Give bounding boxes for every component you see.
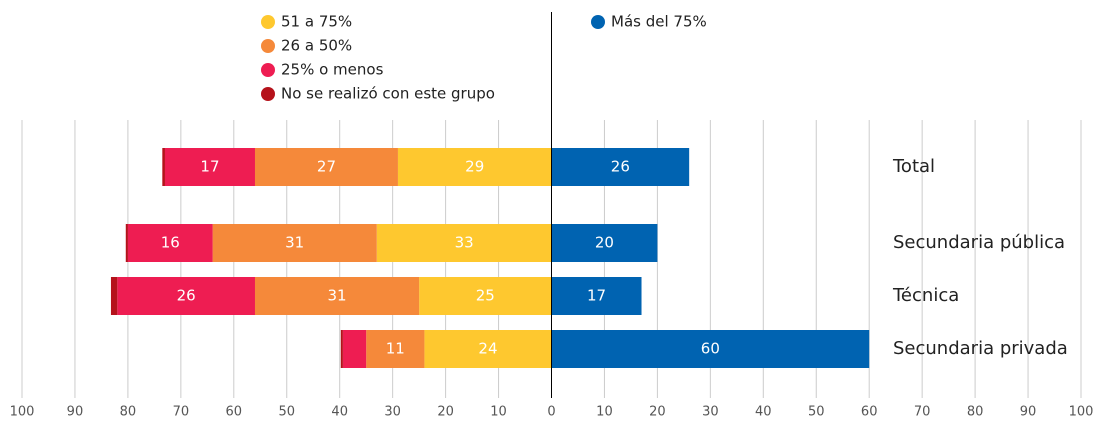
- x-tick-label: 60: [226, 405, 243, 420]
- value-label: 17: [200, 158, 219, 176]
- legend-swatch: [591, 15, 605, 29]
- x-tick-label: 90: [67, 405, 84, 420]
- value-label: 60: [701, 340, 720, 358]
- x-tick-label: 0: [547, 405, 555, 420]
- x-tick-label: 30: [384, 405, 401, 420]
- x-tick-label: 30: [702, 405, 719, 420]
- category-label: Secundaria pública: [893, 232, 1065, 253]
- x-tick-label: 50: [278, 405, 295, 420]
- bar-segment: [340, 330, 343, 368]
- value-label: 25: [476, 287, 495, 305]
- bar-segment: [424, 330, 552, 368]
- x-tick-label: 70: [914, 405, 931, 420]
- bar-segment: [127, 224, 213, 262]
- legend-label: Más del 75%: [611, 13, 707, 31]
- value-label: 24: [478, 340, 497, 358]
- value-label: 29: [465, 158, 484, 176]
- bar-segment: [212, 224, 377, 262]
- x-tick-label: 100: [1069, 405, 1094, 420]
- bar-segment: [110, 277, 118, 315]
- x-tick-label: 50: [808, 405, 825, 420]
- bar-segment: [254, 148, 398, 186]
- bar-segment: [551, 148, 690, 186]
- x-tick-label: 80: [120, 405, 137, 420]
- bar-segment: [254, 277, 420, 315]
- legend-swatch: [261, 87, 275, 101]
- bar-segment: [397, 148, 552, 186]
- legend-label: 26 a 50%: [281, 37, 352, 55]
- bar-segment: [551, 330, 870, 368]
- bar-segment: [419, 277, 552, 315]
- bar-segment: [164, 148, 255, 186]
- category-label: Secundaria privada: [893, 338, 1068, 359]
- x-tick-label: 10: [596, 405, 613, 420]
- legend-swatch: [261, 39, 275, 53]
- x-tick-label: 40: [331, 405, 348, 420]
- x-tick-label: 10: [490, 405, 507, 420]
- bar-segment: [117, 277, 255, 315]
- x-tick-label: 40: [755, 405, 772, 420]
- value-label: 31: [328, 287, 347, 305]
- category-label: Técnica: [892, 285, 959, 306]
- bar-segment: [125, 224, 128, 262]
- value-label: 20: [595, 234, 614, 252]
- bar-segment: [551, 277, 642, 315]
- legend-swatch: [261, 63, 275, 77]
- value-label: 11: [386, 340, 405, 358]
- x-tick-label: 20: [437, 405, 454, 420]
- value-label: 27: [317, 158, 336, 176]
- value-label: 31: [285, 234, 304, 252]
- value-label: 17: [587, 287, 606, 305]
- x-tick-label: 100: [10, 405, 35, 420]
- value-label: 16: [161, 234, 180, 252]
- category-label: Total: [892, 156, 935, 177]
- bar-segment: [376, 224, 552, 262]
- value-label: 26: [177, 287, 196, 305]
- x-tick-label: 20: [649, 405, 666, 420]
- bar-segment: [366, 330, 425, 368]
- legend-label: 51 a 75%: [281, 13, 352, 31]
- legend-label: No se realizó con este grupo: [281, 85, 495, 103]
- value-label: 26: [611, 158, 630, 176]
- x-tick-label: 60: [861, 405, 878, 420]
- bar-segment: [551, 224, 658, 262]
- legend-swatch: [261, 15, 275, 29]
- value-label: 33: [455, 234, 474, 252]
- x-tick-label: 70: [173, 405, 190, 420]
- bar-segment: [342, 330, 367, 368]
- bar-segment: [162, 148, 165, 186]
- x-tick-label: 80: [967, 405, 984, 420]
- x-tick-label: 90: [1020, 405, 1037, 420]
- legend-label: 25% o menos: [281, 61, 384, 79]
